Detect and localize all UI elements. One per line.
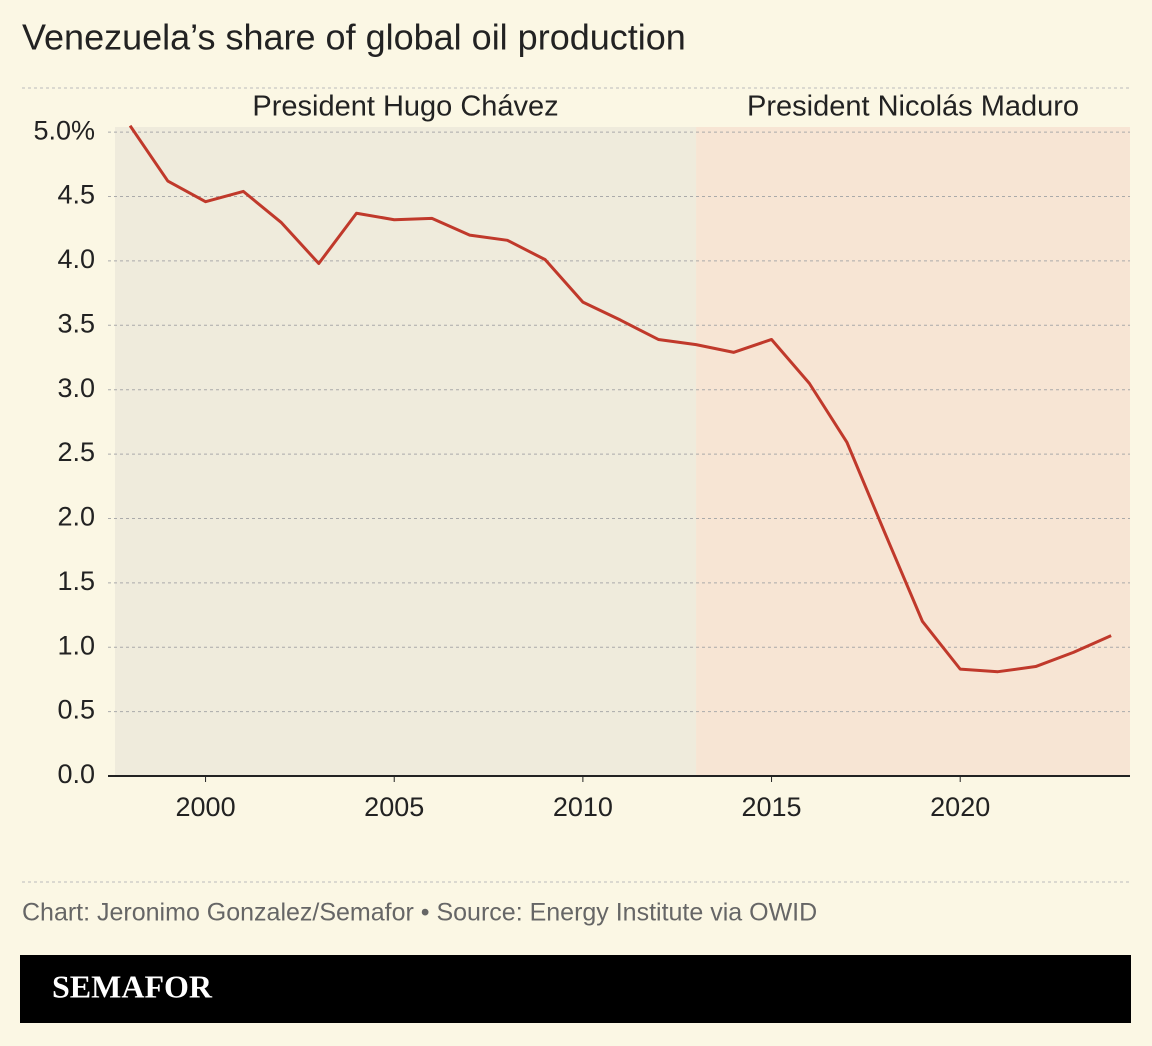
source: Chart: Jeronimo Gonzalez/Semafor • Sourc… — [22, 899, 817, 927]
y-tick-label: 2.5 — [57, 437, 95, 467]
x-tick-label: 2000 — [176, 792, 236, 822]
y-tick-label: 4.5 — [57, 180, 95, 210]
y-tick-label: 3.0 — [57, 373, 95, 403]
region — [115, 127, 697, 776]
y-tick-label: 2.0 — [57, 502, 95, 532]
y-tick-label: 0.0 — [57, 759, 95, 789]
brand-bar — [20, 955, 1131, 1023]
y-tick-label: 4.0 — [57, 244, 95, 274]
x-tick-label: 2005 — [364, 792, 424, 822]
y-tick-label: 0.5 — [57, 695, 95, 725]
plot: President Hugo Chávez President Nicolás M… — [33, 91, 1130, 822]
region — [696, 127, 1130, 776]
chart-title: Venezuela’s share of global oil producti… — [22, 17, 686, 58]
y-tick-label: 5.0% — [33, 115, 95, 145]
y-tick-label: 1.5 — [57, 566, 95, 596]
region-label: President Nicolás Maduro — [747, 91, 1079, 123]
x-tick-label: 2015 — [742, 792, 802, 822]
brand: SEMAFOR — [52, 968, 213, 1004]
y-tick-label: 1.0 — [57, 630, 95, 660]
line — [128, 124, 1112, 674]
x-tick-label: 2010 — [553, 792, 613, 822]
region-label: President Hugo Chávez — [252, 91, 558, 123]
x-tick-label: 2020 — [930, 792, 990, 822]
y-tick-label: 3.5 — [57, 308, 95, 338]
